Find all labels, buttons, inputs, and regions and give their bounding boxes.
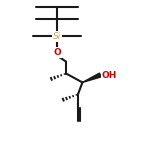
Text: OH: OH <box>102 70 117 80</box>
Text: O: O <box>53 48 61 57</box>
Text: Si: Si <box>53 32 61 41</box>
Polygon shape <box>82 73 101 82</box>
